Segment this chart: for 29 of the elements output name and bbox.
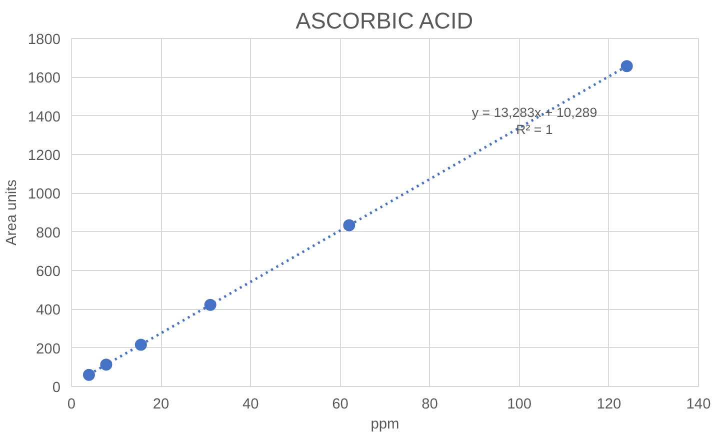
- y-tick-label: 1200: [28, 148, 61, 164]
- y-tick-label: 800: [36, 225, 61, 242]
- point: [82, 368, 95, 381]
- y-axis-title: Area units: [4, 179, 20, 246]
- x-tick-label: 20: [152, 396, 170, 412]
- y-tick-label: 400: [36, 302, 61, 319]
- y-tick-label: 0: [52, 380, 61, 396]
- annotation: R² = 1: [516, 122, 553, 137]
- x-tick-label: 80: [422, 396, 438, 412]
- chart-title: ASCORBIC ACID: [296, 8, 474, 34]
- x-tick-label: 140: [686, 396, 711, 412]
- y-tick-label: 1800: [28, 32, 61, 48]
- x-tick-label: 40: [242, 396, 259, 412]
- y-tick-label: 1600: [28, 70, 61, 87]
- x-tick-label: 0: [67, 396, 76, 412]
- x-tick-label: 100: [507, 396, 532, 412]
- x-axis-title: ppm: [370, 416, 400, 432]
- y-tick-label: 200: [36, 341, 61, 358]
- x-tick-label: 60: [332, 396, 348, 412]
- point: [343, 219, 356, 232]
- point: [100, 358, 112, 371]
- point: [620, 60, 633, 72]
- y-tick-label: 1000: [28, 186, 61, 203]
- point: [204, 298, 216, 311]
- y-tick-label: 1400: [28, 109, 61, 126]
- x-tick-label: 120: [596, 396, 622, 412]
- point: [134, 338, 147, 351]
- annotation: y = 13,283x + 10,289: [472, 105, 598, 120]
- y-tick-label: 600: [36, 264, 61, 280]
